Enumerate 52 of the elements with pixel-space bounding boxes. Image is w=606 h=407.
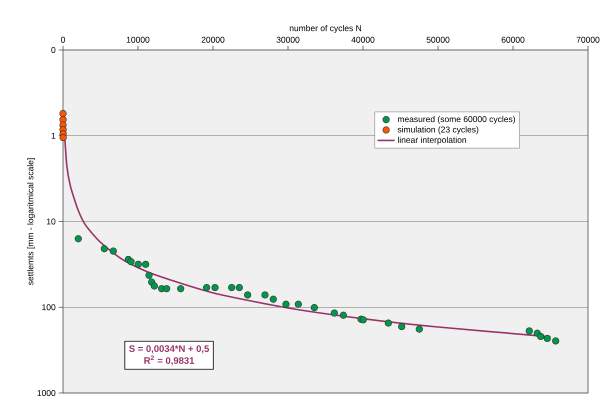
- x-tick-label: 60000: [502, 36, 524, 43]
- legend-label: simulation (23 cycles): [398, 126, 478, 134]
- x-tick-label: 70000: [576, 36, 600, 43]
- point: [228, 284, 236, 292]
- point: [150, 282, 158, 290]
- point: [244, 291, 252, 299]
- point: [544, 334, 551, 342]
- point: [552, 337, 560, 345]
- annotation: S = 0,0034*N + 0,5: [129, 345, 210, 354]
- y-tick-label: 1: [52, 132, 56, 139]
- point: [384, 319, 392, 327]
- point: [398, 322, 406, 330]
- point: [60, 134, 67, 142]
- point: [127, 258, 135, 266]
- point: [211, 284, 219, 292]
- x-axis-title: number of cycles N: [290, 24, 362, 33]
- x-tick-label: 30000: [276, 36, 300, 43]
- x-tick-label: 10000: [126, 36, 150, 43]
- annotation: R$^{2}$ = 0,9831: [144, 355, 194, 366]
- point: [294, 300, 302, 308]
- point: [340, 312, 347, 319]
- point: [177, 285, 184, 292]
- point: [163, 285, 170, 292]
- legend-label: linear interpolation: [398, 136, 466, 145]
- point: [145, 272, 153, 279]
- point: [134, 260, 142, 268]
- y-tick-label: 0: [51, 47, 56, 53]
- y-tick-label: 1000: [38, 390, 56, 396]
- x-tick-label: 0: [60, 36, 66, 43]
- y-axis-title: settlemts [mm - logaritmical scale]: [27, 158, 36, 286]
- point: [330, 310, 338, 317]
- point: [416, 326, 423, 333]
- point: [360, 316, 367, 324]
- point: [270, 296, 277, 303]
- point: [537, 332, 544, 340]
- point: [100, 245, 108, 252]
- point: [203, 284, 210, 292]
- point: [59, 110, 67, 118]
- point: [526, 327, 533, 335]
- y-tick-label: 10: [46, 218, 56, 224]
- point: [282, 300, 290, 308]
- x-tick-label: 40000: [351, 36, 374, 43]
- point: [142, 260, 150, 268]
- x-tick-label: 20000: [202, 36, 224, 43]
- point: [310, 304, 318, 312]
- point: [74, 235, 82, 242]
- legend-label: measured (some 60000 cycles): [398, 116, 516, 124]
- point: [236, 284, 243, 292]
- point: [261, 291, 269, 299]
- point: [110, 247, 117, 255]
- y-tick-label: 100: [42, 304, 56, 310]
- x-tick-label: 50000: [426, 36, 450, 43]
